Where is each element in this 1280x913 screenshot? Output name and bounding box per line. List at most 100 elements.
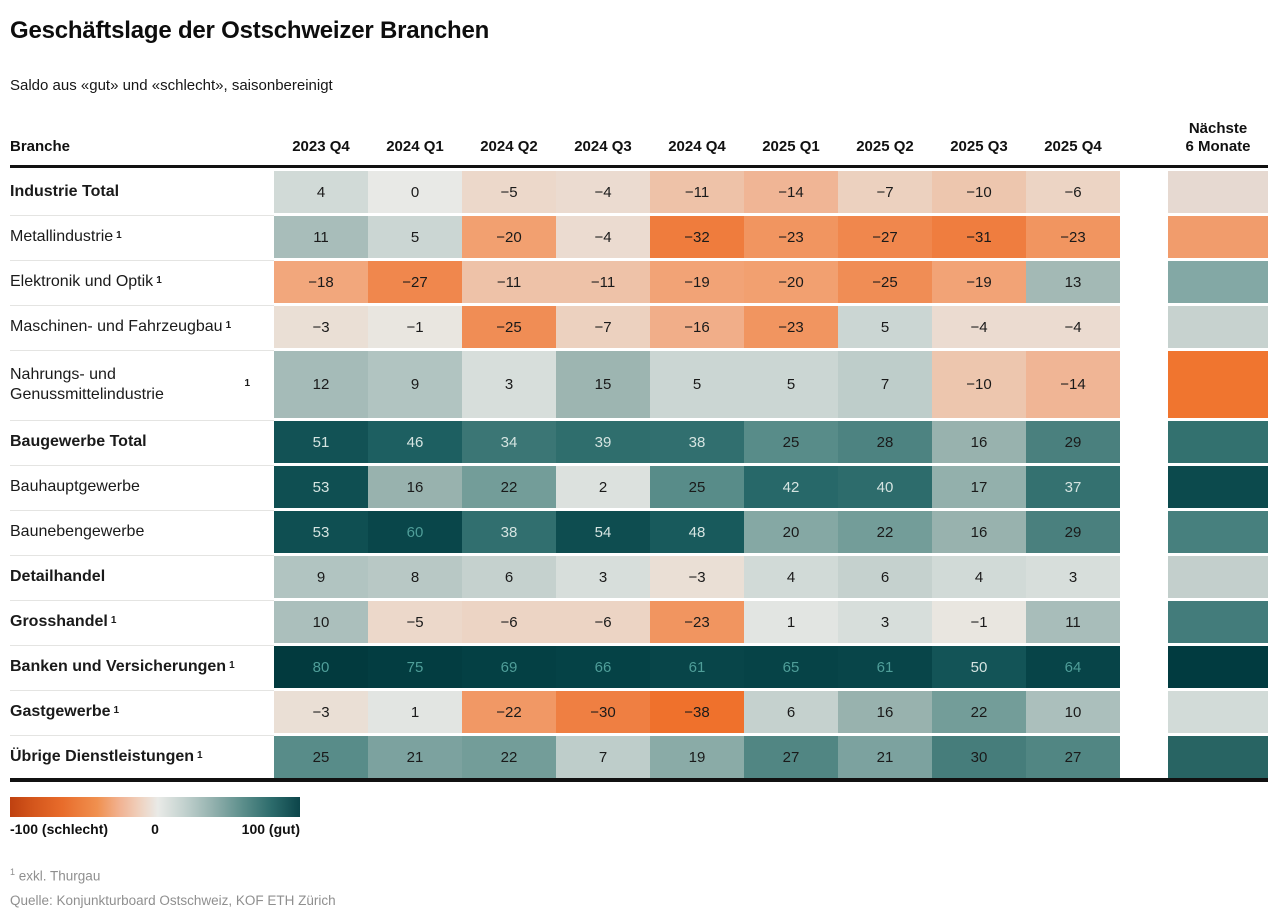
heatmap-cell: 25	[650, 466, 744, 508]
heatmap-cell: 21	[838, 736, 932, 778]
next-6-months-cell	[1168, 171, 1268, 213]
heatmap-cell: −27	[838, 216, 932, 258]
heatmap-cell: −4	[556, 171, 650, 213]
next-6-months-cell	[1168, 646, 1268, 688]
legend-labels: -100 (schlecht) 0 100 (gut)	[10, 821, 300, 841]
heatmap-cell: 6	[838, 556, 932, 598]
row-label: Gastgewerbe 1	[10, 690, 274, 733]
heatmap-cell: −3	[650, 556, 744, 598]
table-bottom-divider	[10, 778, 1268, 782]
source-line: Quelle: Konjunkturboard Ostschweiz, KOF …	[10, 892, 336, 908]
heatmap-cell: −23	[744, 216, 838, 258]
column-header-quarter: 2025 Q3	[950, 138, 1008, 155]
heatmap-cell: 50	[932, 646, 1026, 688]
row-label: Bauhauptgewerbe	[10, 465, 274, 508]
next-6-months-cell	[1168, 216, 1268, 258]
next-6-months-cell	[1168, 421, 1268, 463]
heatmap-cell: 6	[462, 556, 556, 598]
next6-header-line2: 6 Monate	[1185, 138, 1251, 155]
footnote-text: exkl. Thurgau	[18, 868, 101, 884]
heatmap-cell: −1	[368, 306, 462, 348]
heatmap-cell: 22	[462, 736, 556, 778]
footnote-marker: 1	[10, 867, 16, 877]
column-gap	[1120, 601, 1168, 643]
heatmap-cell: 61	[650, 646, 744, 688]
heatmap-cell: 9	[274, 556, 368, 598]
page-subtitle: Saldo aus «gut» und «schlecht», saisonbe…	[10, 77, 333, 94]
heatmap-cell: −19	[932, 261, 1026, 303]
heatmap-cell: 51	[274, 421, 368, 463]
row-label: Detailhandel	[10, 555, 274, 598]
heatmap-cell: 22	[462, 466, 556, 508]
table-row: Baugewerbe Total 51 46 34 39 38 25 28 16 29	[10, 420, 1268, 463]
table-row: Industrie Total 4 0 −5 −4 −11 −14 −7 −10 −6	[10, 171, 1268, 213]
heatmap-cell: 17	[932, 466, 1026, 508]
column-header-quarter: 2024 Q4	[668, 138, 726, 155]
table-row: Maschinen- und Fahrzeugbau 1 −3 −1 −25 −7 −16−…	[10, 305, 1268, 348]
heatmap-cell: −30	[556, 691, 650, 733]
heatmap-cell: 8	[368, 556, 462, 598]
table-body: Industrie Total 4 0 −5 −4 −11 −14 −7 −10 −6 Metall…	[10, 171, 1268, 778]
heatmap-cell: −4	[1026, 306, 1120, 348]
heatmap-cell: 25	[744, 421, 838, 463]
heatmap-cell: 12	[274, 351, 368, 418]
heatmap-cell: 16	[368, 466, 462, 508]
row-label: Baugewerbe Total	[10, 420, 274, 463]
footnote-reference: 1	[225, 320, 232, 331]
footnote-reference: 1	[197, 750, 203, 761]
column-header-quarter: 2024 Q3	[574, 138, 632, 155]
heatmap-cell: 53	[274, 511, 368, 553]
footnote-reference: 1	[156, 275, 162, 286]
heatmap-cell: 66	[556, 646, 650, 688]
legend-min-label: -100 (schlecht)	[10, 821, 109, 837]
heatmap-cell: −20	[462, 216, 556, 258]
column-gap	[1120, 511, 1168, 553]
heatmap-cell: −27	[368, 261, 462, 303]
row-label: Industrie Total	[10, 171, 274, 213]
column-gap	[1120, 216, 1168, 258]
heatmap-cell: 53	[274, 466, 368, 508]
next-6-months-cell	[1168, 556, 1268, 598]
heatmap-cell: −18	[274, 261, 368, 303]
heatmap-cell: −25	[462, 306, 556, 348]
row-label: Metallindustrie 1	[10, 215, 274, 258]
row-label: Baunebengewerbe	[10, 510, 274, 553]
heatmap-cell: 60	[368, 511, 462, 553]
heatmap-cell: 10	[274, 601, 368, 643]
heatmap-cell: 5	[368, 216, 462, 258]
heatmap-cell: −32	[650, 216, 744, 258]
footnote-reference: 1	[116, 230, 122, 241]
table-row: Detailhandel 9 8 6 3 −3 4 6 4 3	[10, 555, 1268, 598]
heatmap-cell: 0	[368, 171, 462, 213]
heatmap-cell: 1	[744, 601, 838, 643]
column-gap	[1120, 646, 1168, 688]
heatmap-cell: −3	[274, 306, 368, 348]
heatmap-cell: 20	[744, 511, 838, 553]
heatmap-cell: −23	[744, 306, 838, 348]
color-scale-legend: -100 (schlecht) 0 100 (gut)	[10, 797, 300, 841]
heatmap-cell: 48	[650, 511, 744, 553]
heatmap-cell: 22	[838, 511, 932, 553]
heatmap-cell: 21	[368, 736, 462, 778]
heatmap-cell: 5	[650, 351, 744, 418]
column-gap	[1120, 306, 1168, 348]
heatmap-cell: 65	[744, 646, 838, 688]
heatmap-cell: −6	[462, 601, 556, 643]
next-6-months-cell	[1168, 261, 1268, 303]
heatmap-cell: 38	[462, 511, 556, 553]
heatmap-cell: 2	[556, 466, 650, 508]
heatmap-cell: 61	[838, 646, 932, 688]
column-gap	[1120, 171, 1168, 213]
footnote-reference: 1	[244, 377, 250, 389]
heatmap-cell: 19	[650, 736, 744, 778]
footnote-reference: 1	[110, 615, 117, 626]
column-header-quarter: 2025 Q4	[1044, 138, 1102, 155]
next-6-months-cell	[1168, 736, 1268, 778]
heatmap-cell: 6	[744, 691, 838, 733]
header-divider	[10, 165, 1268, 168]
footnote-reference: 1	[229, 660, 235, 671]
footnote-reference: 1	[113, 705, 120, 716]
footnote-exkl-thurgau: 1 exkl. Thurgau	[10, 867, 1270, 884]
table-header-row: Branche 2023 Q4 2024 Q1 2024 Q2 2024 Q3 2024…	[10, 120, 1268, 165]
heatmap-cell: 11	[274, 216, 368, 258]
